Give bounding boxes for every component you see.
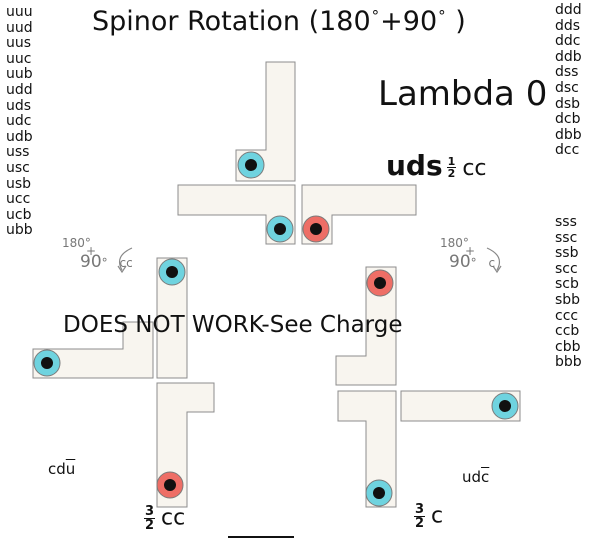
quark-combo-item: uss	[6, 144, 30, 161]
quark-combo-item: scc	[555, 260, 578, 277]
quark-combo-item: uuu	[6, 4, 33, 20]
l-block	[156, 257, 188, 379]
quark-combo-item: usb	[6, 175, 32, 192]
right-quark-list-top: ddd dds ddc ddb dss dsc dsb dcb dbb dcc	[555, 2, 582, 159]
rotation-label-right: 180°	[440, 236, 469, 250]
cyan-quark-ball	[158, 258, 186, 286]
right-quark-list-bottom: sss ssc ssb scc scb sbb ccc ccb cbb bbb	[555, 214, 582, 371]
quark-combo-item: dcc	[555, 142, 580, 159]
rotation-quarter-right: 90° c	[449, 252, 496, 272]
l-block	[235, 61, 296, 182]
quark-combo-item: sbb	[555, 291, 581, 308]
rotation-arrow-left-head	[117, 265, 127, 274]
red-quark-ball	[366, 269, 394, 297]
antiquark-label-right: udc	[462, 468, 490, 486]
quark-combo-item: dsc	[555, 79, 579, 96]
quark-combo-item: ssb	[555, 245, 579, 262]
rotation-arrows	[117, 247, 502, 274]
warning-text: DOES NOT WORK-See Charge	[63, 312, 403, 338]
quark-combo-item: ucc	[6, 191, 31, 208]
l-block	[400, 390, 521, 422]
rotation-plus-right: +	[465, 244, 476, 258]
cyan-quark-ball	[237, 151, 265, 179]
l-block	[301, 184, 417, 245]
quark-combo-item: ddb	[555, 48, 582, 65]
quark-combo-item: ccc	[555, 307, 579, 324]
quark-combo-item: ddd	[555, 2, 582, 18]
red-quark-ball	[156, 471, 184, 499]
quark-combo-item: cbb	[555, 338, 581, 355]
quark-combo-item: udc	[6, 113, 32, 130]
quark-combo-item: bbb	[555, 354, 582, 371]
rotation-arrow-right	[486, 247, 500, 271]
quark-combo-item: ubb	[6, 222, 33, 239]
l-block	[335, 266, 397, 386]
rotation-plus-left: +	[86, 244, 97, 258]
cyan-quark-ball	[491, 392, 519, 420]
quark-combo-item: sss	[555, 214, 577, 230]
rotation-arrow-left	[119, 247, 133, 271]
quark-combo-item: uus	[6, 35, 32, 52]
quark-combo-item: ddc	[555, 33, 581, 50]
cyan-quark-ball	[365, 479, 393, 507]
quark-combo-item: dbb	[555, 126, 582, 143]
quark-combo-item: dsb	[555, 95, 581, 112]
quark-combo-item: usc	[6, 159, 30, 176]
antiquark-label-left: cdu	[48, 460, 76, 478]
quark-combo-item: dss	[555, 64, 579, 81]
cyan-quark-ball	[33, 349, 61, 377]
l-block	[177, 184, 296, 245]
quark-combo-item: ccb	[555, 323, 580, 340]
l-block	[337, 390, 397, 508]
quark-combo-item: dds	[555, 17, 581, 34]
ball-group	[33, 151, 519, 507]
quark-combo-item: udb	[6, 128, 33, 145]
quark-combo-item: uuc	[6, 50, 32, 67]
quark-combo-item: scb	[555, 276, 579, 293]
particle-heading: Lambda 0	[378, 74, 548, 114]
quark-combo-item: dcb	[555, 111, 581, 128]
rotation-arrow-right-head	[492, 265, 502, 274]
quark-combo-item: uds	[6, 97, 32, 114]
rotation-quarter-left: 90° cc	[80, 252, 133, 272]
spin-label-bottom-left: 3 2 cc	[144, 504, 186, 533]
block-group	[32, 61, 521, 508]
quark-combo-item: udd	[6, 81, 33, 98]
quark-combo-item: ssc	[555, 229, 578, 246]
cyan-quark-ball	[266, 215, 294, 243]
red-quark-ball	[302, 215, 330, 243]
quark-combo-item: uud	[6, 19, 33, 36]
particle-spin-label: uds 1 2 cc	[386, 149, 487, 182]
blank-underline	[228, 536, 294, 538]
rotation-label-left: 180°	[62, 236, 91, 250]
left-quark-list: uuu uud uus uuc uub udd uds udc udb uss usc usb ucc u…	[6, 4, 33, 239]
l-block	[32, 321, 154, 379]
quark-combo-item: ucb	[6, 206, 32, 223]
quark-combo-item: uub	[6, 66, 33, 83]
page-title: Spinor Rotation (180°+90° )	[92, 6, 466, 37]
